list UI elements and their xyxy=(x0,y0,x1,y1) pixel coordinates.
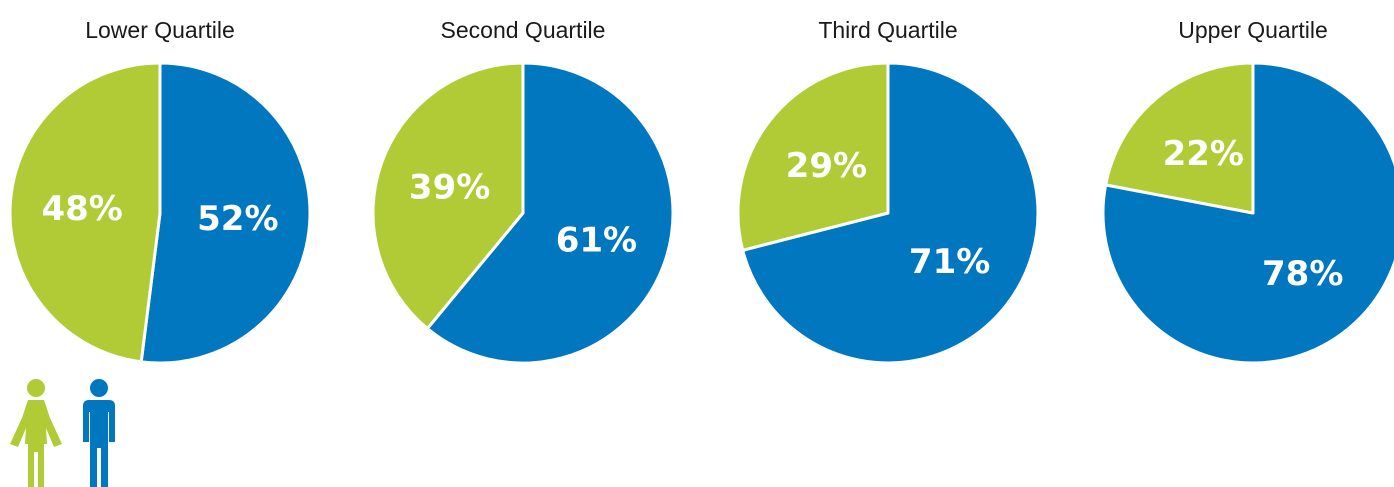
pie-slice-label-men: 61% xyxy=(556,220,637,260)
gender-legend xyxy=(10,379,115,487)
pie-chart-2: Second Quartile 61% 39% xyxy=(371,17,675,365)
pie-slice-women xyxy=(1104,61,1255,215)
pie-title: Lower Quartile xyxy=(85,17,235,43)
pie-slice-label-women: 29% xyxy=(786,146,867,186)
pie-slice-men xyxy=(139,61,312,365)
male-figure-icon xyxy=(83,379,115,487)
female-figure-icon xyxy=(10,379,62,487)
pie-slice-label-men: 71% xyxy=(909,242,990,282)
pie-slice-label-women: 48% xyxy=(41,189,122,229)
pie-slice-men xyxy=(425,61,675,365)
pie-slice-women xyxy=(371,61,525,331)
pie-slice-women xyxy=(8,61,162,364)
pie-slice-label-women: 39% xyxy=(409,168,490,208)
pie-chart-3: Third Quartile 71% 29% xyxy=(736,17,1040,365)
pie-slice-label-women: 22% xyxy=(1163,134,1244,174)
pie-slice-label-men: 78% xyxy=(1262,254,1343,294)
pie-title: Second Quartile xyxy=(441,17,606,43)
pie-slice-women xyxy=(736,61,890,252)
pie-title: Upper Quartile xyxy=(1178,17,1328,43)
pie-chart-1: Lower Quartile 52% 48% xyxy=(8,17,312,365)
pie-slice-men xyxy=(741,61,1040,365)
pie-title: Third Quartile xyxy=(818,17,957,43)
pie-chart-4: Upper Quartile 78% 22% xyxy=(1101,17,1394,365)
pie-slice-label-men: 52% xyxy=(197,199,278,239)
